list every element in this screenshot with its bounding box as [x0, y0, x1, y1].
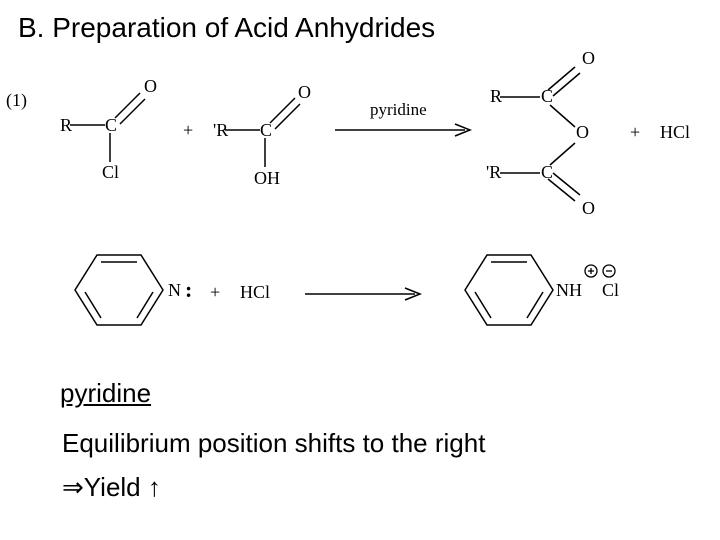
anh-o2: O	[582, 198, 595, 219]
anh-c1: C	[541, 86, 553, 107]
equilibrium-text: Equilibrium position shifts to the right	[62, 428, 485, 459]
atom-o-2: O	[298, 82, 311, 103]
therefore-icon: ⇒Yield	[62, 472, 148, 502]
plus-sign-3: +	[210, 282, 220, 303]
anh-o1: O	[582, 48, 595, 69]
pyridinium-structure	[445, 240, 565, 340]
lone-pair-icon: :	[185, 277, 188, 303]
atom-r: R	[60, 115, 72, 136]
pyridine-underline: pyridine	[60, 378, 151, 409]
pyridine-structure	[55, 240, 175, 340]
hcl-reactant: HCl	[240, 282, 270, 303]
anh-c2: C	[541, 162, 553, 183]
yield-text: ⇒Yield ↑	[62, 472, 161, 503]
section-title: B. Preparation of Acid Anhydrides	[18, 12, 435, 44]
anh-rp: 'R	[486, 162, 501, 183]
chloride-label: Cl	[602, 280, 619, 301]
hcl-label: HCl	[660, 122, 690, 143]
pyridine-n: N	[168, 280, 181, 301]
atom-c: C	[105, 115, 117, 136]
up-arrow-icon: ↑	[148, 472, 161, 502]
equation-number: (1)	[6, 90, 27, 111]
plus-sign: +	[183, 120, 193, 141]
atom-c-2: C	[260, 120, 272, 141]
atom-o: O	[144, 76, 157, 97]
reaction-arrow-2	[300, 280, 430, 308]
atom-cl: Cl	[102, 162, 119, 183]
atom-rprime: 'R	[213, 120, 228, 141]
atom-oh: OH	[254, 168, 280, 189]
charge-icons	[583, 262, 619, 280]
plus-sign-2: +	[630, 122, 640, 143]
anh-o-center: O	[576, 122, 589, 143]
reagent-label: pyridine	[370, 100, 427, 120]
anh-r: R	[490, 86, 502, 107]
pyridinium-nh: NH	[556, 280, 582, 301]
anhydride-structure	[490, 55, 620, 215]
